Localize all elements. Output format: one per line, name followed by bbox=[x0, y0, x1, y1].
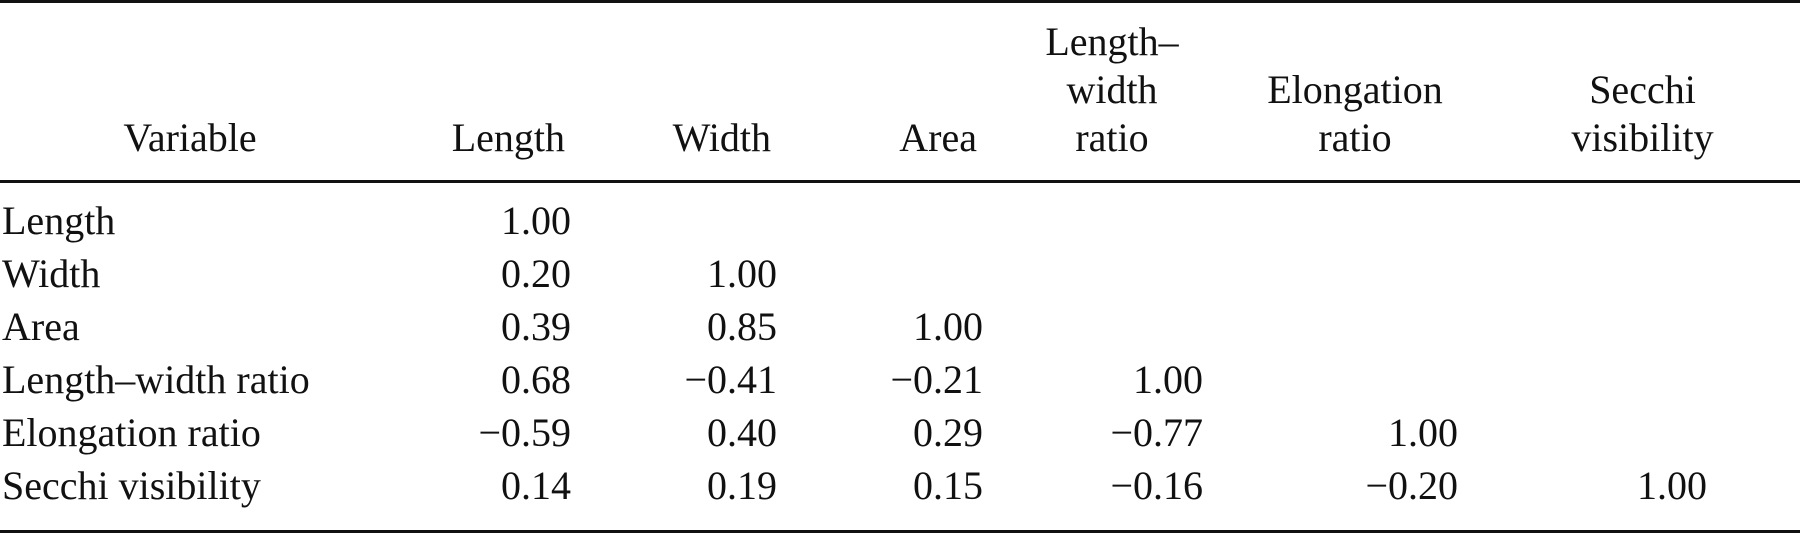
cell-value bbox=[1225, 353, 1485, 406]
table-row: Length–width ratio 0.68 −0.41 −0.21 1.00 bbox=[0, 353, 1800, 406]
header-line: Elongation bbox=[1267, 67, 1443, 112]
cell-value bbox=[587, 180, 793, 247]
header-line: Length– bbox=[1045, 19, 1179, 64]
header-line: Length bbox=[451, 115, 565, 160]
header-line: Width bbox=[672, 115, 771, 160]
cell-value: 1.00 bbox=[913, 304, 983, 349]
header-length-width-ratio: Length– width ratio bbox=[999, 3, 1225, 180]
cell-value bbox=[999, 247, 1225, 300]
table-top-rule bbox=[0, 0, 1800, 3]
cell-value: 0.15 bbox=[913, 463, 983, 508]
cell-value: 1.00 bbox=[1388, 410, 1458, 455]
row-label: Secchi visibility bbox=[2, 463, 261, 508]
table-bottom-rule bbox=[0, 530, 1800, 533]
header-row: Variable Length Width Area Length– width… bbox=[0, 3, 1800, 180]
header-line: Variable bbox=[123, 115, 257, 160]
cell-value: 1.00 bbox=[707, 251, 777, 296]
cell-value bbox=[1485, 180, 1800, 247]
cell-value bbox=[999, 300, 1225, 353]
header-variable: Variable bbox=[0, 3, 380, 180]
table-header-rule bbox=[0, 180, 1800, 183]
cell-value: −0.16 bbox=[1110, 463, 1203, 508]
header-line: ratio bbox=[1318, 115, 1392, 160]
header-line: Area bbox=[899, 115, 977, 160]
cell-value: 1.00 bbox=[501, 198, 571, 243]
cell-value bbox=[1485, 353, 1800, 406]
table-row: Width 0.20 1.00 bbox=[0, 247, 1800, 300]
cell-value: 0.20 bbox=[501, 251, 571, 296]
cell-value: −0.41 bbox=[684, 357, 777, 402]
cell-value: 0.68 bbox=[501, 357, 571, 402]
cell-value bbox=[999, 180, 1225, 247]
header-line: Secchi bbox=[1589, 67, 1696, 112]
table-row: Elongation ratio −0.59 0.40 0.29 −0.77 1… bbox=[0, 406, 1800, 459]
row-label: Length–width ratio bbox=[2, 357, 310, 402]
header-line: visibility bbox=[1571, 115, 1714, 160]
cell-value: −0.20 bbox=[1365, 463, 1458, 508]
cell-value bbox=[1225, 247, 1485, 300]
row-label: Area bbox=[2, 304, 80, 349]
correlation-table: Variable Length Width Area Length– width… bbox=[0, 3, 1800, 512]
cell-value: 0.29 bbox=[913, 410, 983, 455]
row-label: Length bbox=[2, 198, 116, 243]
cell-value bbox=[1225, 180, 1485, 247]
cell-value bbox=[1485, 300, 1800, 353]
cell-value bbox=[1485, 247, 1800, 300]
cell-value: 0.39 bbox=[501, 304, 571, 349]
cell-value bbox=[793, 180, 999, 247]
cell-value: −0.21 bbox=[890, 357, 983, 402]
header-line: ratio bbox=[1075, 115, 1149, 160]
cell-value: 0.85 bbox=[707, 304, 777, 349]
header-secchi-visibility: Secchi visibility bbox=[1485, 3, 1800, 180]
cell-value: 0.40 bbox=[707, 410, 777, 455]
table-row: Length 1.00 bbox=[0, 180, 1800, 247]
table-row: Area 0.39 0.85 1.00 bbox=[0, 300, 1800, 353]
cell-value: 0.19 bbox=[707, 463, 777, 508]
cell-value bbox=[1225, 300, 1485, 353]
row-label: Width bbox=[2, 251, 101, 296]
cell-value: −0.59 bbox=[478, 410, 571, 455]
row-label: Elongation ratio bbox=[2, 410, 261, 455]
cell-value: 1.00 bbox=[1637, 463, 1707, 508]
header-line: width bbox=[1066, 67, 1158, 112]
cell-value bbox=[793, 247, 999, 300]
cell-value: 0.14 bbox=[501, 463, 571, 508]
cell-value bbox=[1485, 406, 1800, 459]
header-elongation-ratio: Elongation ratio bbox=[1225, 3, 1485, 180]
header-length: Length bbox=[380, 3, 587, 180]
header-area: Area bbox=[793, 3, 999, 180]
header-width: Width bbox=[587, 3, 793, 180]
cell-value: 1.00 bbox=[1133, 357, 1203, 402]
table-row: Secchi visibility 0.14 0.19 0.15 −0.16 −… bbox=[0, 459, 1800, 512]
cell-value: −0.77 bbox=[1110, 410, 1203, 455]
